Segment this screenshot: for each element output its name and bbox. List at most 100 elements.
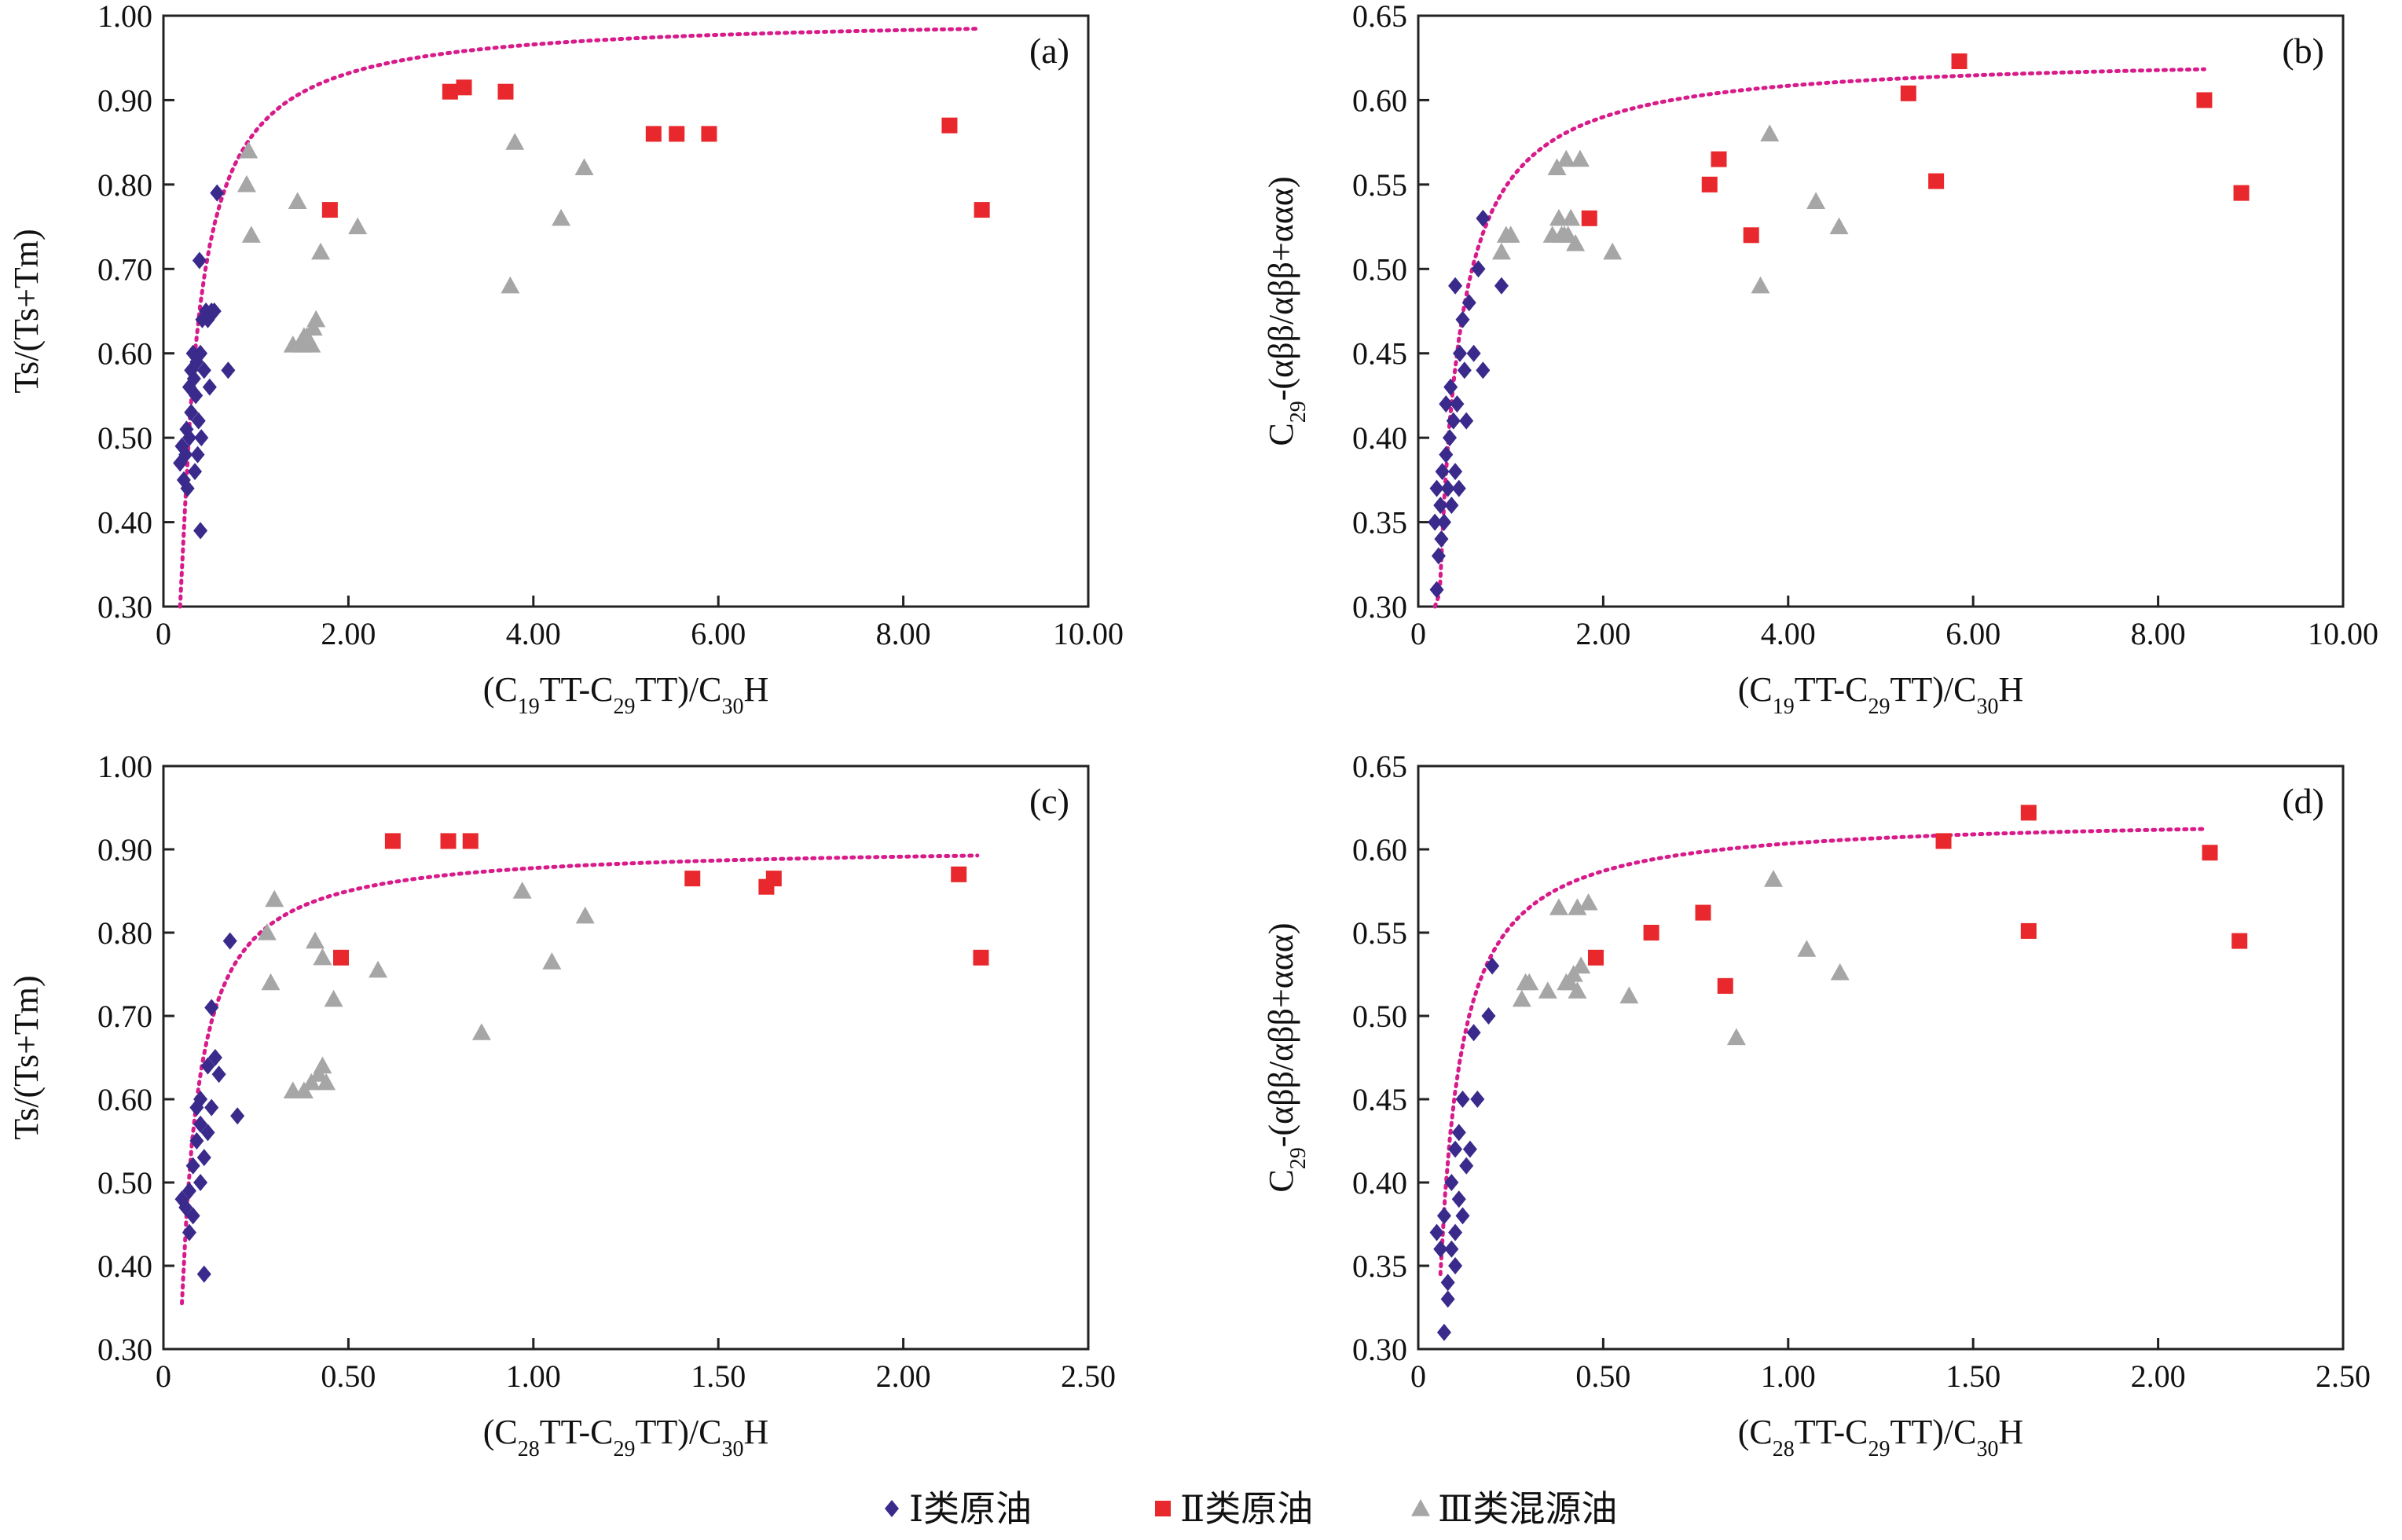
data-point-type-I [1436, 1323, 1451, 1341]
data-point-type-I [1471, 260, 1486, 278]
data-point-type-III [1512, 989, 1531, 1007]
data-point-type-II [1587, 949, 1604, 966]
x-axis-title: (C28TT-C29TT)/C30H [483, 1413, 768, 1461]
data-point-type-III [311, 242, 331, 260]
y-tick-label: 0.55 [1352, 915, 1407, 951]
data-point-type-I [1436, 513, 1451, 531]
data-point-type-I [1466, 344, 1481, 362]
y-tick-label: 0.70 [97, 999, 152, 1034]
axis-title-part: 29 [613, 695, 635, 719]
data-point-type-I [193, 1115, 208, 1133]
data-point-type-III [317, 1072, 336, 1091]
data-point-type-I [1429, 1223, 1444, 1241]
y-tick-label: 0.90 [97, 82, 152, 118]
data-point-type-I [185, 1157, 200, 1175]
plot-panels: 0 2.00 4.00 6.00 8.00 10.00 0.30 0.40 0.50 0.60 0.… [7, 0, 2378, 1461]
data-point-type-III [1571, 956, 1591, 974]
data-point-type-I [1448, 1223, 1463, 1241]
chart-panel-c: 0 0.50 1.00 1.50 2.00 2.50 0.30 0.40 0.50 0.60 0.7… [7, 749, 1116, 1461]
data-point-type-II [1581, 210, 1597, 226]
y-tick-label: 0.65 [1352, 749, 1407, 784]
y-tick-label: 0.45 [1352, 1082, 1407, 1117]
y-tick-label: 0.60 [97, 336, 152, 372]
y-tick-label: 1.00 [97, 749, 152, 784]
axis-title-part: H [1998, 670, 2023, 709]
panel-tag: (b) [2282, 31, 2324, 71]
y-tick-label: 0.30 [97, 589, 152, 625]
y-tick-label: 0.30 [1352, 589, 1407, 625]
x-tick-label: 1.00 [506, 1358, 561, 1394]
data-point-type-I [192, 251, 207, 270]
y-tick-label: 0.30 [97, 1332, 152, 1367]
axis-title-part: 29 [1286, 401, 1311, 423]
x-tick-label: 1.00 [1761, 1358, 1816, 1394]
data-point-type-I [1444, 497, 1459, 515]
legend-marker-type-I [884, 1500, 900, 1517]
data-point-type-I [1462, 1140, 1477, 1158]
data-point-type-I [1448, 1257, 1463, 1274]
y-tick-label: 0.50 [97, 420, 152, 456]
data-point-type-I [187, 463, 203, 481]
data-point-type-I [193, 1174, 208, 1191]
y-tick-label: 0.90 [97, 832, 152, 867]
data-point-type-I [1440, 1290, 1455, 1308]
data-point-type-III [1751, 276, 1770, 294]
axis-title-part: 28 [1773, 1437, 1795, 1461]
y-tick-label: 0.45 [1352, 336, 1407, 372]
data-point-type-I [196, 1265, 211, 1283]
data-point-type-II [669, 126, 685, 142]
data-point-type-III [369, 960, 388, 978]
axis-title-part: 19 [518, 695, 540, 719]
y-tick-label: 1.00 [97, 0, 152, 34]
data-point-type-III [471, 1023, 491, 1040]
data-point-type-I [191, 412, 206, 430]
data-point-type-III [501, 276, 520, 294]
data-point-type-II [684, 871, 701, 887]
data-point-type-III [1501, 226, 1520, 243]
y-tick-label: 0.50 [97, 1165, 152, 1201]
data-point-type-III [1538, 981, 1557, 999]
data-point-type-I [1440, 479, 1455, 497]
data-point-type-I [189, 387, 204, 405]
y-axis-title: Ts/(Ts+Tm) [7, 229, 46, 393]
data-point-type-I [1435, 463, 1450, 481]
data-point-type-I [1476, 209, 1491, 227]
data-point-type-III [257, 923, 277, 940]
data-point-type-I [1444, 1174, 1459, 1191]
data-point-type-I [1455, 1207, 1470, 1225]
data-point-type-I [189, 1132, 204, 1150]
x-tick-label: 0 [156, 616, 171, 651]
axis-title-part: H [743, 670, 768, 709]
y-axis-title: Ts/(Ts+Tm) [7, 975, 46, 1139]
data-point-type-II [442, 83, 458, 100]
panel-tag: (c) [1029, 781, 1069, 821]
x-tick-label: 0.50 [1575, 1358, 1630, 1394]
axis-title-part: C [1262, 1169, 1300, 1192]
data-point-type-III [1520, 973, 1539, 991]
data-point-type-I [1451, 479, 1466, 497]
x-tick-label: 1.50 [1945, 1358, 2000, 1394]
data-point-type-II [2020, 922, 2037, 939]
data-point-type-I [200, 1124, 215, 1142]
axis-title-part: TT)/C [635, 670, 721, 709]
data-point-type-I [207, 302, 222, 320]
data-point-type-III [542, 952, 562, 970]
data-point-type-III [1557, 149, 1576, 167]
data-point-type-I [184, 361, 199, 380]
axis-title-part: Ts/(Ts+Tm) [7, 229, 46, 393]
axis-title-part: (C [1738, 1413, 1773, 1451]
y-axis-title: C29-(αββ/αββ+ααα) [1262, 922, 1311, 1192]
data-point-type-I [1448, 277, 1463, 295]
data-point-type-II [1935, 833, 1952, 849]
data-point-type-I [1428, 513, 1443, 531]
x-tick-label: 8.00 [876, 616, 931, 651]
data-point-type-II [645, 126, 662, 142]
data-point-type-I [1457, 361, 1472, 380]
data-point-type-I [178, 446, 193, 464]
data-point-type-I [185, 344, 200, 362]
axis-title-part: 28 [518, 1437, 540, 1461]
legend-label: Ⅰ类原油 [909, 1489, 1032, 1529]
fit-curve [1432, 67, 2206, 609]
data-point-type-III [1726, 1028, 1746, 1046]
data-point-type-I [194, 429, 209, 447]
